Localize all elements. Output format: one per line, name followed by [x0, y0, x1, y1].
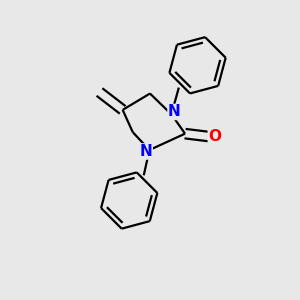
Text: N: N — [140, 144, 152, 159]
Text: N: N — [140, 144, 152, 159]
Text: N: N — [168, 104, 181, 119]
Text: O: O — [208, 128, 221, 143]
Text: N: N — [168, 104, 181, 119]
Text: O: O — [208, 128, 221, 143]
